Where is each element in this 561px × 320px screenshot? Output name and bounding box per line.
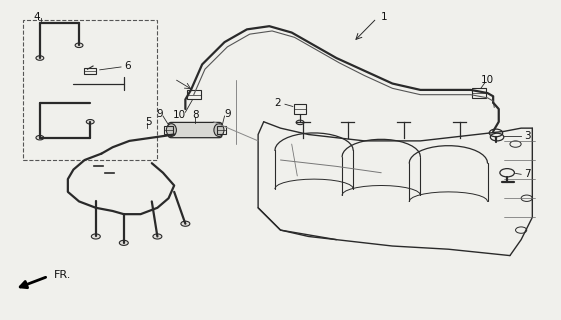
Text: FR.: FR. — [54, 270, 71, 280]
Bar — [23, 20, 158, 160]
Circle shape — [153, 234, 162, 239]
Ellipse shape — [167, 124, 176, 136]
Bar — [217, 126, 226, 134]
Text: 2: 2 — [274, 98, 280, 108]
Circle shape — [36, 56, 44, 60]
Circle shape — [36, 135, 44, 140]
Bar — [294, 104, 306, 114]
Text: 8: 8 — [192, 110, 199, 120]
Text: 7: 7 — [524, 169, 531, 179]
Bar — [84, 68, 96, 74]
FancyBboxPatch shape — [168, 123, 222, 138]
Text: 9: 9 — [224, 109, 231, 119]
Text: 5: 5 — [146, 117, 152, 127]
Text: 10: 10 — [481, 75, 494, 85]
Circle shape — [119, 240, 128, 245]
Circle shape — [86, 120, 94, 124]
Text: 10: 10 — [173, 110, 186, 120]
Circle shape — [181, 221, 190, 226]
Text: 1: 1 — [381, 12, 388, 22]
Circle shape — [75, 43, 83, 48]
Bar — [472, 88, 486, 98]
Circle shape — [296, 120, 304, 124]
Bar — [164, 126, 173, 134]
Text: 4: 4 — [34, 12, 40, 22]
Text: 9: 9 — [157, 109, 163, 119]
Text: 3: 3 — [524, 131, 531, 141]
Text: 6: 6 — [124, 61, 131, 71]
Bar — [187, 90, 201, 100]
Ellipse shape — [214, 124, 224, 136]
Circle shape — [91, 234, 100, 239]
